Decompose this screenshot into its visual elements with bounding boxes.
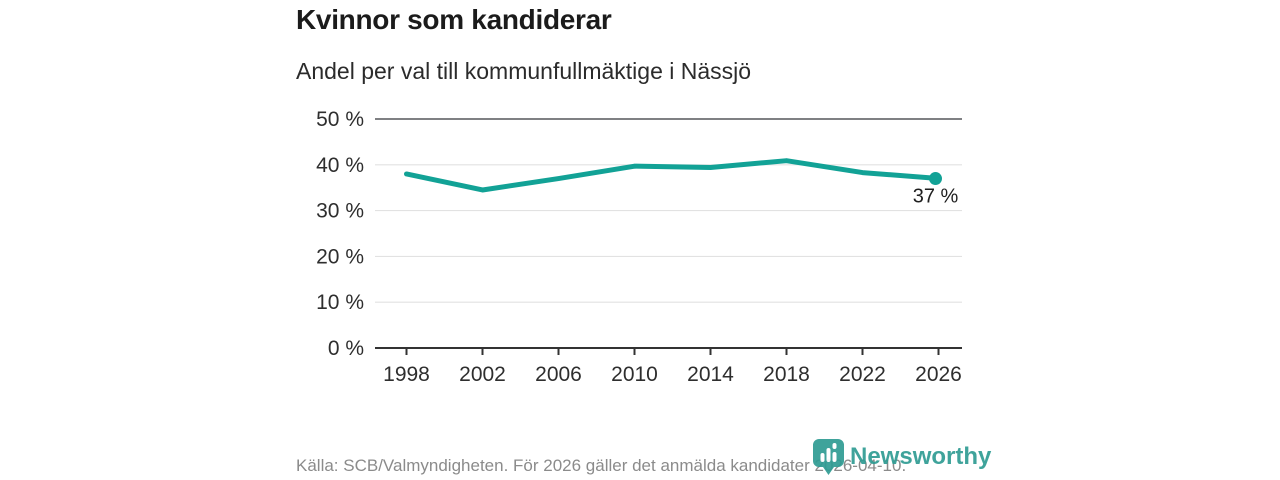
y-axis-label: 40 % xyxy=(316,154,364,177)
x-axis-label: 1998 xyxy=(383,363,430,386)
logo-bar-glyphs xyxy=(820,443,837,462)
x-axis-label: 2010 xyxy=(611,363,658,386)
x-axis-label: 2002 xyxy=(459,363,506,386)
source-note: Källa: SCB/Valmyndigheten. För 2026 gäll… xyxy=(296,456,907,475)
newsworthy-logo-text: Newsworthy xyxy=(850,443,992,470)
newsworthy-logo-icon xyxy=(813,439,844,475)
endpoint-value-label: 37 % xyxy=(913,186,959,208)
newsworthy-logo: Newsworthy xyxy=(812,438,991,476)
data-line xyxy=(404,158,941,193)
y-axis-label: 0 % xyxy=(328,337,364,360)
x-axis-label: 2014 xyxy=(687,363,734,386)
x-axis-label: 2006 xyxy=(535,363,582,386)
x-axis-label: 2022 xyxy=(839,363,886,386)
y-axis-label: 30 % xyxy=(316,200,364,223)
y-axis-label: 10 % xyxy=(316,291,364,314)
chart-subtitle: Andel per val till kommunfullmäktige i N… xyxy=(296,58,752,84)
endpoint-marker xyxy=(929,172,942,186)
x-axis-label: 2018 xyxy=(763,363,810,386)
chart-title: Kvinnor som kandiderar xyxy=(296,4,612,35)
x-axis-label: 2026 xyxy=(915,363,962,386)
y-axis-label: 50 % xyxy=(316,108,364,131)
y-axis-label: 20 % xyxy=(316,245,364,268)
